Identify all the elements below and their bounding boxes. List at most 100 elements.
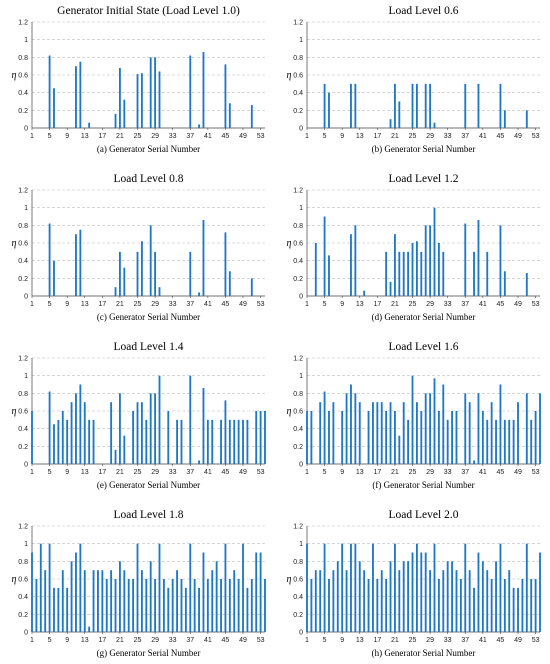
bar [424,225,427,296]
bar [83,570,86,632]
bar [75,552,77,632]
x-tick-label: 5 [48,133,52,140]
x-tick-label: 53 [257,469,265,476]
bar [442,384,445,464]
x-tick-label: 25 [409,301,417,308]
bar [341,411,344,464]
bar [314,570,317,632]
bar [224,543,227,632]
x-tick-label: 1 [30,637,34,644]
x-tick-label: 17 [373,301,381,308]
bar [189,55,192,128]
bar [211,419,214,464]
x-tick-label: 29 [426,133,434,140]
bar [48,223,51,296]
chart-panel-3: Load Level 0.8 0 0.2 0.4 0.6 0.8 1 1.2 1 5 9 13 17 21… [0,168,270,328]
bar [53,260,55,296]
bar [31,411,33,464]
y-tick-label: 1 [299,205,303,212]
bar [394,543,396,632]
bar [206,579,209,632]
bar [88,419,91,464]
y-tick-label: 0 [299,294,303,301]
y-tick-label: 0.6 [18,409,28,416]
bar [376,579,379,632]
x-tick-label: 21 [391,133,399,140]
y-tick-label: 0.4 [293,90,303,97]
y-axis-label: η [12,238,17,249]
bar [39,543,42,632]
bar [499,225,502,296]
x-tick-label: 29 [426,637,434,644]
x-tick-label: 17 [373,469,381,476]
x-tick-label: 17 [98,637,106,644]
chart-svg: Load Level 2.0 0 0.2 0.4 0.6 0.8 1 1.2 1 5 9 13 17 21… [287,509,541,658]
x-tick-label: 53 [257,133,265,140]
bar [380,570,383,632]
bar [136,251,139,296]
bar [53,88,55,128]
bar [473,460,475,464]
y-tick-label: 0.8 [293,55,303,62]
chart-panel-2: Load Level 0.6 0 0.2 0.4 0.6 0.8 1 1.2 1 5 9 13 17 21… [275,0,545,160]
y-axis-label: η [287,70,292,81]
bar [486,251,489,296]
bar [451,561,453,632]
y-tick-label: 0.2 [293,444,303,451]
y-tick-label: 0 [299,126,303,133]
bar [184,587,187,632]
bar [228,103,231,128]
bar [481,561,484,632]
y-tick-label: 0.6 [18,577,28,584]
bar [499,543,502,632]
bar [442,251,445,296]
x-tick-label: 49 [239,133,247,140]
x-tick-label: 17 [373,637,381,644]
bar [92,419,95,464]
bar [180,419,183,464]
bar [389,402,392,464]
bar [211,570,214,632]
bar [105,579,108,632]
y-tick-label: 0.2 [18,276,28,283]
bar [354,543,357,632]
bar [429,570,432,632]
bar [264,579,266,632]
x-tick-label: 37 [461,133,469,140]
bar [48,543,51,632]
bar [189,251,192,296]
x-tick-label: 25 [134,637,142,644]
bar [145,579,148,632]
bar [464,393,467,464]
x-tick-label: 17 [98,133,106,140]
bar [424,83,427,128]
bar [171,579,174,632]
bar [314,243,317,296]
bar [402,402,405,464]
y-tick-label: 0.2 [293,612,303,619]
bar [233,419,236,464]
y-tick-label: 0.4 [293,594,303,601]
x-axis-label: (e) Generator Serial Number [97,480,200,490]
bar [477,83,480,128]
bar [255,411,258,464]
bar [79,384,82,464]
bar [123,570,126,632]
x-tick-label: 41 [204,133,212,140]
x-tick-label: 5 [323,469,327,476]
x-tick-label: 45 [497,133,505,140]
bar [473,251,475,296]
x-tick-label: 17 [373,133,381,140]
x-tick-label: 1 [30,133,34,140]
x-tick-label: 33 [169,133,177,140]
bar [424,393,427,464]
bar [477,220,480,296]
bar [202,552,205,632]
bar [224,232,227,296]
x-tick-label: 25 [409,469,417,476]
x-tick-label: 13 [81,133,89,140]
x-tick-label: 13 [356,637,364,644]
bar [398,435,401,464]
bar [385,579,388,632]
bar [521,579,524,632]
